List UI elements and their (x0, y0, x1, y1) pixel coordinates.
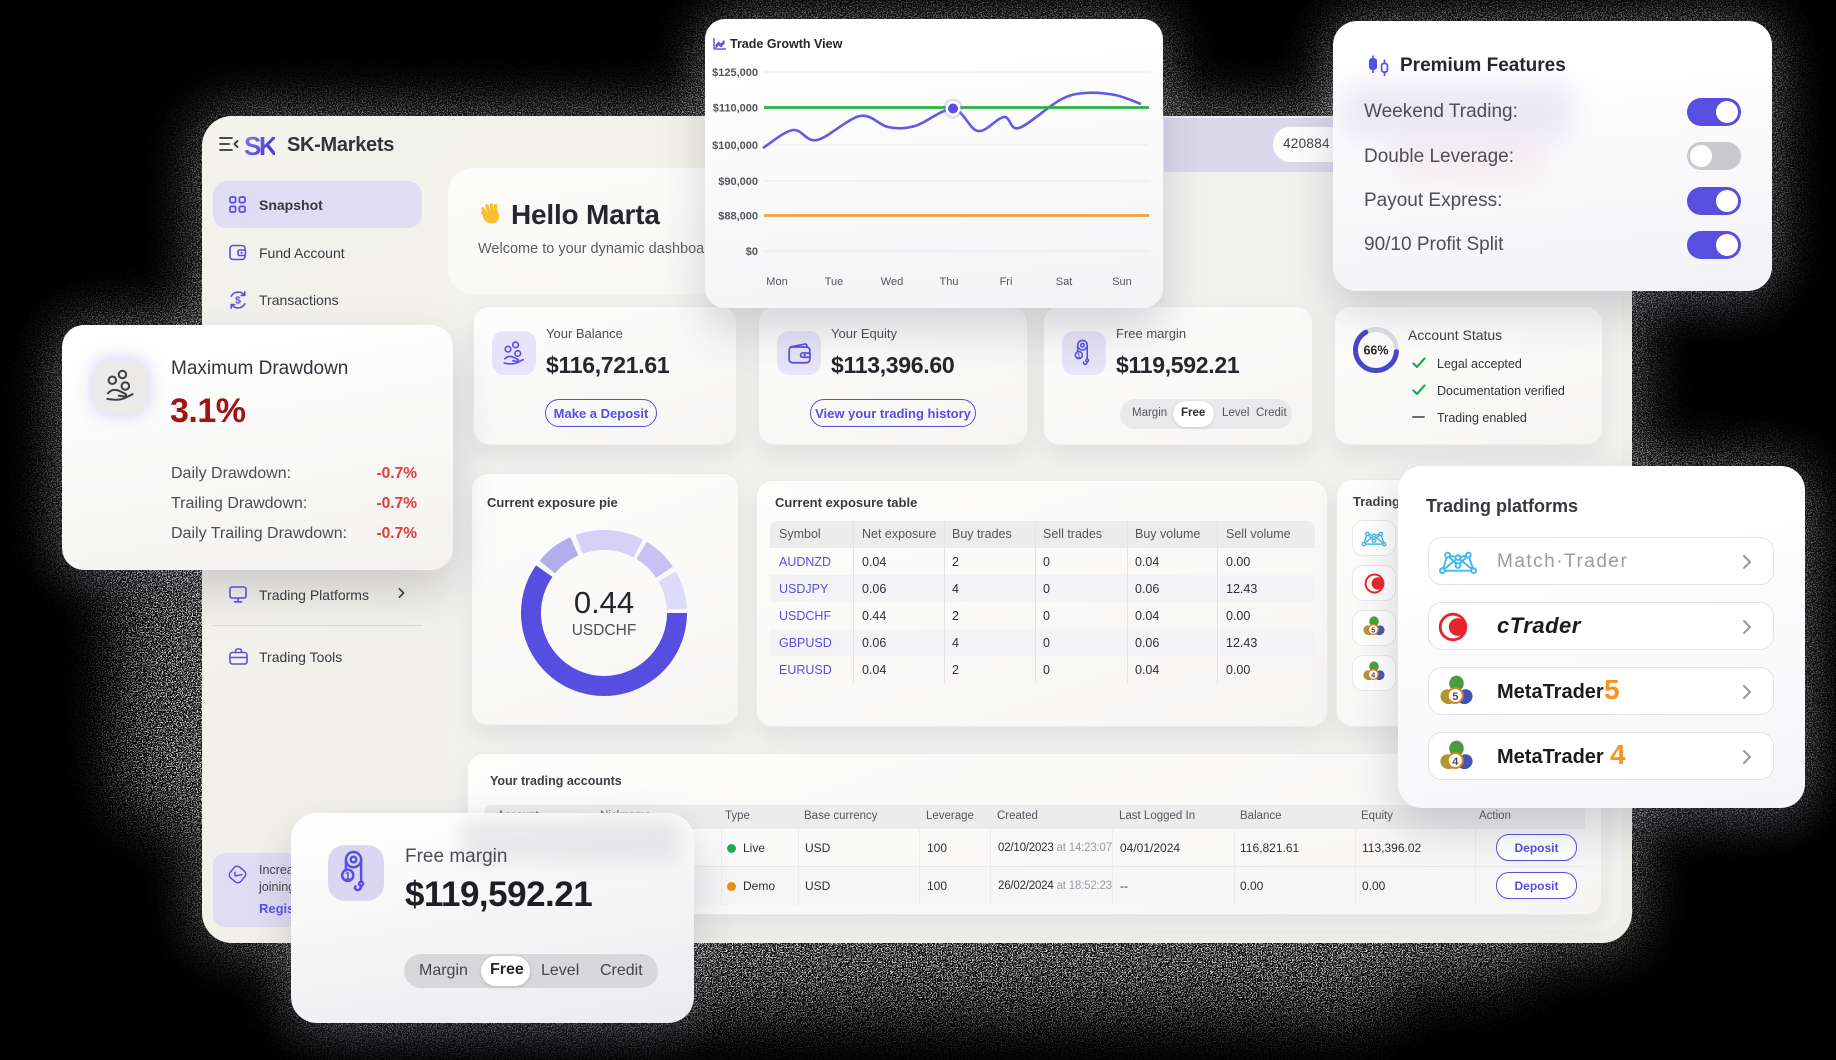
svg-text:Sun: Sun (1112, 276, 1132, 288)
svg-text:$100,000: $100,000 (712, 140, 758, 152)
svg-text:$0: $0 (746, 246, 758, 258)
svg-text:4: 4 (1371, 671, 1375, 679)
svg-text:5: 5 (1452, 691, 1458, 703)
svg-text:$: $ (235, 295, 241, 307)
svg-text:Mon: Mon (766, 276, 787, 288)
svg-text:USDCHF: USDCHF (572, 622, 637, 639)
svg-text:Wed: Wed (881, 276, 903, 288)
svg-text:Thu: Thu (940, 276, 959, 288)
svg-text:66%: 66% (1363, 344, 1388, 358)
svg-text:4: 4 (1452, 756, 1458, 768)
svg-text:5: 5 (1371, 626, 1375, 634)
svg-text:Tue: Tue (825, 276, 844, 288)
svg-text:1: 1 (1077, 353, 1081, 360)
svg-text:$88,000: $88,000 (718, 211, 758, 223)
svg-text:Sat: Sat (1056, 276, 1073, 288)
svg-text:0.44: 0.44 (574, 585, 634, 620)
svg-text:$110,000: $110,000 (713, 103, 758, 115)
svg-text:Trade Growth View: Trade Growth View (730, 37, 843, 51)
svg-text:$125,000: $125,000 (712, 67, 758, 79)
svg-text:Fri: Fri (1000, 276, 1013, 288)
svg-text:$90,000: $90,000 (718, 176, 758, 188)
svg-text:1: 1 (345, 870, 351, 882)
